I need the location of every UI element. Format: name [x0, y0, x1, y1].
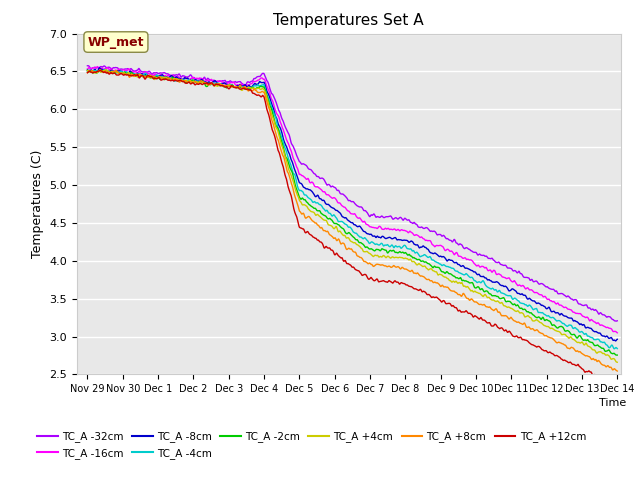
TC_A -16cm — [613, 330, 621, 336]
TC_A -32cm — [567, 296, 575, 301]
TC_A -16cm — [232, 82, 239, 88]
TC_A +4cm — [582, 341, 589, 347]
TC_A -2cm — [367, 246, 375, 252]
TC_A +8cm — [506, 315, 514, 321]
Line: TC_A +8cm: TC_A +8cm — [88, 70, 617, 371]
TC_A +4cm — [506, 305, 514, 311]
TC_A +4cm — [380, 253, 387, 259]
TC_A -32cm — [84, 63, 92, 69]
Text: Time: Time — [599, 398, 626, 408]
TC_A -8cm — [613, 336, 621, 342]
TC_A -4cm — [84, 69, 92, 74]
TC_A -16cm — [380, 227, 387, 232]
Title: Temperatures Set A: Temperatures Set A — [273, 13, 424, 28]
TC_A -4cm — [567, 322, 575, 328]
TC_A -2cm — [379, 246, 387, 252]
TC_A -16cm — [567, 307, 575, 312]
TC_A -4cm — [368, 239, 376, 245]
TC_A -16cm — [93, 64, 101, 70]
TC_A -2cm — [84, 67, 92, 73]
Line: TC_A -8cm: TC_A -8cm — [88, 68, 617, 341]
Line: TC_A -32cm: TC_A -32cm — [88, 66, 617, 321]
TC_A -32cm — [506, 265, 514, 271]
TC_A -4cm — [582, 331, 589, 336]
TC_A -4cm — [611, 346, 618, 352]
Line: TC_A -4cm: TC_A -4cm — [88, 70, 617, 349]
TC_A -32cm — [613, 318, 621, 324]
TC_A -16cm — [582, 315, 589, 321]
TC_A +8cm — [380, 262, 387, 268]
TC_A +12cm — [232, 85, 239, 91]
TC_A +12cm — [84, 70, 92, 76]
TC_A +12cm — [613, 382, 621, 387]
TC_A -32cm — [612, 318, 620, 324]
TC_A -16cm — [368, 224, 376, 230]
TC_A -8cm — [506, 288, 514, 293]
TC_A -16cm — [84, 66, 92, 72]
TC_A -32cm — [84, 63, 92, 69]
TC_A -8cm — [567, 315, 575, 321]
Y-axis label: Temperatures (C): Temperatures (C) — [31, 150, 44, 258]
TC_A -8cm — [380, 234, 387, 240]
TC_A +4cm — [567, 334, 575, 340]
TC_A -2cm — [231, 84, 239, 90]
TC_A -2cm — [566, 330, 574, 336]
Text: WP_met: WP_met — [88, 36, 144, 48]
TC_A +12cm — [380, 278, 387, 284]
TC_A -8cm — [368, 232, 376, 238]
TC_A -8cm — [612, 338, 620, 344]
TC_A -16cm — [506, 277, 514, 283]
Line: TC_A +12cm: TC_A +12cm — [88, 71, 617, 384]
TC_A -8cm — [95, 65, 103, 71]
TC_A -4cm — [506, 293, 514, 299]
TC_A -4cm — [232, 84, 239, 89]
TC_A +8cm — [368, 262, 376, 267]
TC_A -4cm — [101, 67, 109, 72]
Line: TC_A -16cm: TC_A -16cm — [88, 67, 617, 333]
Line: TC_A +4cm: TC_A +4cm — [88, 70, 617, 362]
Line: TC_A -2cm: TC_A -2cm — [88, 70, 617, 355]
Legend: TC_A -32cm, TC_A -16cm, TC_A -8cm, TC_A -4cm, TC_A -2cm, TC_A +4cm, TC_A +8cm, T: TC_A -32cm, TC_A -16cm, TC_A -8cm, TC_A … — [33, 427, 590, 463]
TC_A +12cm — [96, 68, 104, 73]
TC_A -8cm — [84, 67, 92, 73]
TC_A +4cm — [102, 67, 109, 72]
TC_A -2cm — [613, 352, 621, 358]
TC_A +12cm — [368, 275, 376, 281]
TC_A +8cm — [582, 353, 589, 359]
TC_A +4cm — [613, 360, 621, 365]
TC_A -2cm — [506, 299, 514, 304]
TC_A -4cm — [380, 242, 387, 248]
TC_A +8cm — [567, 345, 575, 351]
TC_A +8cm — [96, 67, 104, 72]
TC_A -32cm — [232, 79, 239, 84]
TC_A +8cm — [613, 368, 621, 374]
TC_A +4cm — [368, 252, 376, 258]
TC_A -2cm — [581, 337, 589, 343]
TC_A -8cm — [582, 324, 589, 330]
TC_A -32cm — [368, 212, 376, 218]
TC_A +4cm — [232, 84, 239, 90]
TC_A +12cm — [567, 360, 575, 365]
TC_A +12cm — [506, 329, 514, 335]
TC_A -4cm — [613, 346, 621, 351]
TC_A +12cm — [582, 369, 589, 375]
TC_A +8cm — [232, 84, 239, 90]
TC_A -32cm — [582, 302, 589, 308]
TC_A -32cm — [380, 214, 387, 220]
TC_A +8cm — [84, 70, 92, 76]
TC_A +4cm — [84, 68, 92, 73]
TC_A -8cm — [232, 84, 239, 90]
